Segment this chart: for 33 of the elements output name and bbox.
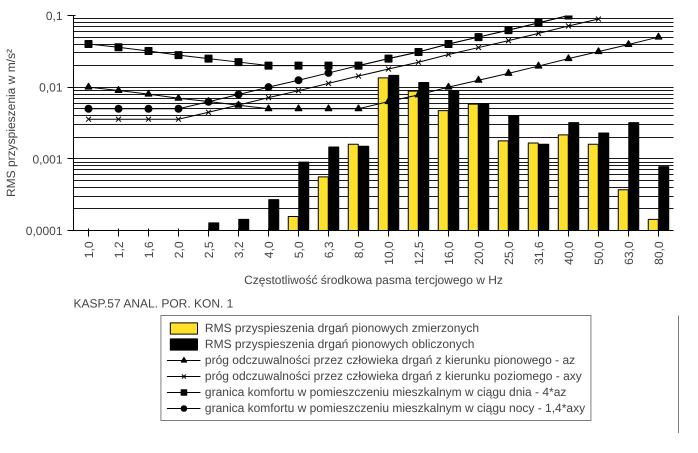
x-tick-label: 10,0 [382,241,396,265]
x-tick-label: 2,5 [202,241,216,258]
text: KASP.57 ANAL. POR. KON. 1 [74,296,234,310]
legend-label: granica komfortu w pomieszczeniu mieszkalnym w ciągu dnia - 4*az [204,385,566,399]
x-tick-label: 1,0 [82,241,96,258]
x-tick-label: 40,0 [562,241,576,265]
x-tick-label: 8,0 [352,241,366,258]
legend-label: RMS przyspieszenia drgań pionowych obliczonych [204,337,474,351]
legend-label: granica komfortu w pomieszczeniu mieszkalnym w ciągu nocy - 1,4*axy [204,401,586,415]
x-tick-label: 5,0 [292,241,306,258]
y-tick-label: 0,01 [39,80,63,95]
y-tick-label: 0,1 [46,9,63,23]
x-tick-label: 31,6 [532,241,546,265]
x-tick-label: 2,0 [172,241,186,258]
x-tick-label: 6,3 [322,241,336,258]
legend-label: próg odczuwalności przez człowieka drgań z kierunku poziomego - axy [204,369,582,383]
y-axis-title: RMS przyspieszenia w m/s² [4,48,18,198]
legend-label: próg odczuwalności przez człowieka drgań z kierunku pionowego - az [204,353,576,367]
x-tick-label: 1,2 [112,241,126,258]
x-tick-label: 16,0 [442,241,456,265]
x-tick-label: 20,0 [472,241,486,265]
x-tick-label: 80,0 [652,241,666,265]
x-tick-label: 50,0 [592,241,606,265]
x-tick-label: 63,0 [622,241,636,265]
legend-label: RMS przyspieszenia drgań pionowych zmierzonych [204,321,480,335]
x-tick-label: 25,0 [502,241,516,265]
y-tick-label: 0,001 [32,152,63,166]
x-axis-title: Częstotliwość środkowa pasma tercjowego w Hz [244,272,503,287]
x-tick-label: 3,2 [232,241,246,258]
x-tick-label: 12,5 [412,241,426,265]
x-tick-label: 1,6 [142,241,156,258]
y-tick-label: 0,0001 [26,224,63,238]
x-tick-label: 4,0 [262,241,276,258]
